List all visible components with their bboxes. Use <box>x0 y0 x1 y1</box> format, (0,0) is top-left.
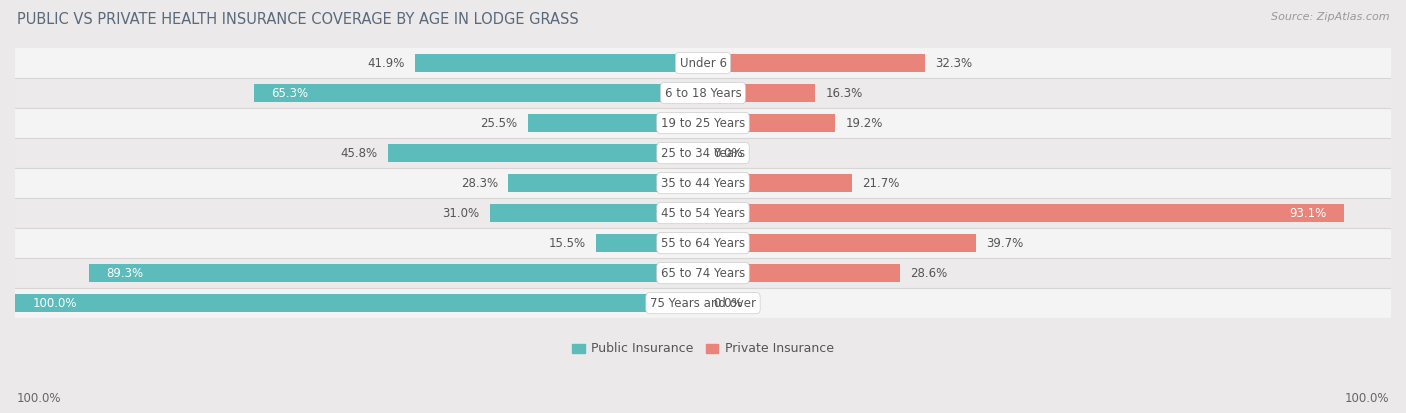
Bar <box>89 264 703 282</box>
FancyBboxPatch shape <box>15 138 1391 168</box>
Text: 100.0%: 100.0% <box>32 297 77 310</box>
Bar <box>253 84 703 102</box>
Text: 45 to 54 Years: 45 to 54 Years <box>661 206 745 220</box>
Bar <box>703 234 976 252</box>
Bar <box>527 114 703 132</box>
Text: 100.0%: 100.0% <box>17 392 62 405</box>
Bar <box>15 294 703 312</box>
Bar <box>703 264 900 282</box>
FancyBboxPatch shape <box>15 198 1391 228</box>
Bar <box>415 54 703 72</box>
Text: 0.0%: 0.0% <box>713 147 742 159</box>
Bar <box>509 174 703 192</box>
Text: 16.3%: 16.3% <box>825 87 863 100</box>
Bar <box>703 54 925 72</box>
Text: 100.0%: 100.0% <box>1344 392 1389 405</box>
Text: 31.0%: 31.0% <box>443 206 479 220</box>
Bar <box>703 114 835 132</box>
FancyBboxPatch shape <box>15 288 1391 318</box>
Text: 6 to 18 Years: 6 to 18 Years <box>665 87 741 100</box>
Bar <box>703 84 815 102</box>
Bar <box>388 144 703 162</box>
Text: PUBLIC VS PRIVATE HEALTH INSURANCE COVERAGE BY AGE IN LODGE GRASS: PUBLIC VS PRIVATE HEALTH INSURANCE COVER… <box>17 12 579 27</box>
FancyBboxPatch shape <box>15 108 1391 138</box>
Text: 93.1%: 93.1% <box>1289 206 1326 220</box>
Text: 75 Years and over: 75 Years and over <box>650 297 756 310</box>
Text: 35 to 44 Years: 35 to 44 Years <box>661 177 745 190</box>
Text: 39.7%: 39.7% <box>987 237 1024 249</box>
Text: Under 6: Under 6 <box>679 57 727 69</box>
Bar <box>489 204 703 222</box>
Text: 28.6%: 28.6% <box>910 266 948 280</box>
Text: 25.5%: 25.5% <box>479 116 517 130</box>
FancyBboxPatch shape <box>15 168 1391 198</box>
Text: 55 to 64 Years: 55 to 64 Years <box>661 237 745 249</box>
Bar <box>596 234 703 252</box>
Legend: Public Insurance, Private Insurance: Public Insurance, Private Insurance <box>567 337 839 361</box>
Bar <box>703 174 852 192</box>
Text: 0.0%: 0.0% <box>713 297 742 310</box>
FancyBboxPatch shape <box>15 228 1391 258</box>
Bar <box>703 204 1344 222</box>
FancyBboxPatch shape <box>15 48 1391 78</box>
Text: 65.3%: 65.3% <box>271 87 308 100</box>
Text: 65 to 74 Years: 65 to 74 Years <box>661 266 745 280</box>
Text: 32.3%: 32.3% <box>935 57 973 69</box>
Text: Source: ZipAtlas.com: Source: ZipAtlas.com <box>1271 12 1389 22</box>
Text: 15.5%: 15.5% <box>548 237 586 249</box>
Text: 19.2%: 19.2% <box>845 116 883 130</box>
Text: 45.8%: 45.8% <box>340 147 378 159</box>
Text: 41.9%: 41.9% <box>367 57 405 69</box>
FancyBboxPatch shape <box>15 258 1391 288</box>
Text: 19 to 25 Years: 19 to 25 Years <box>661 116 745 130</box>
Text: 21.7%: 21.7% <box>863 177 900 190</box>
Text: 28.3%: 28.3% <box>461 177 498 190</box>
Text: 25 to 34 Years: 25 to 34 Years <box>661 147 745 159</box>
Text: 89.3%: 89.3% <box>105 266 143 280</box>
FancyBboxPatch shape <box>15 78 1391 108</box>
